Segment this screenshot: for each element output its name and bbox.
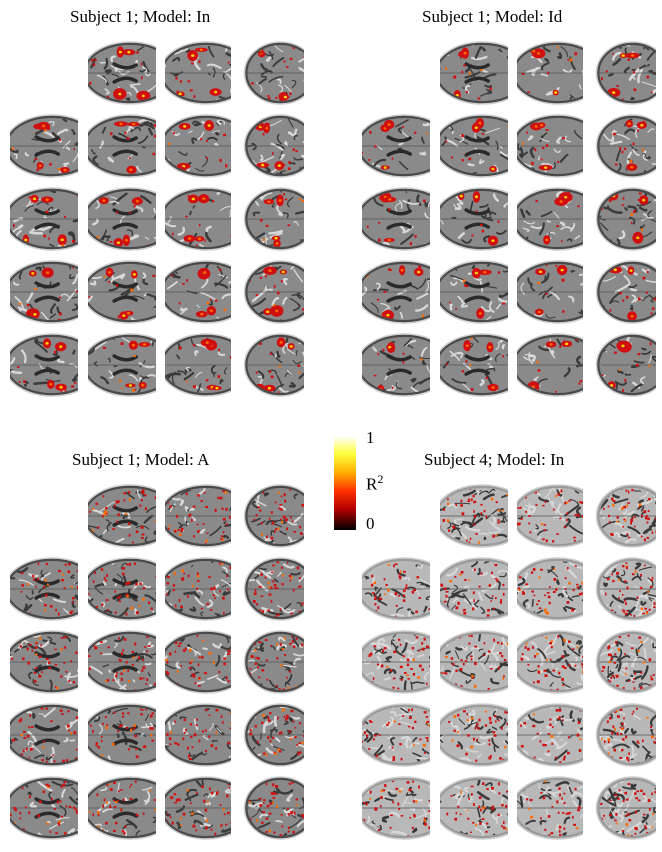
brain-slice-image — [88, 776, 156, 840]
brain-slice-image — [362, 114, 430, 178]
brain-slice-image — [243, 333, 304, 397]
r2-colorbar — [334, 437, 356, 530]
brain-slice-image — [595, 630, 656, 694]
brain-slice-image — [243, 114, 304, 178]
brain-slice-image — [362, 260, 430, 324]
brain-slice-image — [165, 703, 231, 767]
brain-slice-image — [440, 41, 508, 105]
brain-slice-image — [165, 114, 231, 178]
brain-slice-image — [88, 333, 156, 397]
colorbar-exponent: 2 — [377, 472, 384, 486]
brain-slice-image — [243, 703, 304, 767]
brain-slice-image — [517, 630, 583, 694]
brain-slice-image — [362, 333, 430, 397]
brain-slice-image — [362, 776, 430, 840]
brain-slice-image — [517, 41, 583, 105]
brain-slice-image — [595, 557, 656, 621]
brain-slice-image — [440, 557, 508, 621]
brain-slice-image — [517, 333, 583, 397]
brain-slice-image — [362, 703, 430, 767]
brain-slice-image — [88, 557, 156, 621]
brain-slice-image — [88, 703, 156, 767]
brain-slice-image — [10, 703, 78, 767]
brain-slice-image — [88, 187, 156, 251]
brain-slice-image — [440, 630, 508, 694]
brain-slice-image — [10, 260, 78, 324]
brain-slice-image — [517, 776, 583, 840]
brain-slice-image — [165, 630, 231, 694]
brain-slice-image — [10, 114, 78, 178]
brain-slice-image — [165, 484, 231, 548]
brain-slice-image — [517, 260, 583, 324]
brain-slice-image — [10, 187, 78, 251]
colorbar-min-label: 0 — [366, 514, 375, 533]
colorbar-quantity: R — [366, 474, 378, 494]
brain-slice-image — [440, 260, 508, 324]
brain-slice-image — [595, 114, 656, 178]
brain-slice-image — [243, 187, 304, 251]
brain-slice-image — [362, 187, 430, 251]
brain-slice-image — [517, 703, 583, 767]
brain-slice-image — [440, 703, 508, 767]
brain-slice-image — [165, 333, 231, 397]
panel-title-subject1-id: Subject 1; Model: Id — [422, 7, 563, 26]
brain-slice-image — [440, 187, 508, 251]
brain-slice-image — [10, 630, 78, 694]
brain-slice-image — [243, 260, 304, 324]
brain-slice-image — [165, 776, 231, 840]
panel-title-subject1-a: Subject 1; Model: A — [72, 450, 210, 469]
brain-slice-image — [517, 557, 583, 621]
brain-slice-image — [517, 484, 583, 548]
brain-slice-image — [595, 187, 656, 251]
brain-slice-image — [10, 557, 78, 621]
brain-slice-image — [243, 484, 304, 548]
brain-slice-image — [165, 260, 231, 324]
brain-slice-image — [165, 41, 231, 105]
brain-slice-image — [517, 114, 583, 178]
colorbar-quantity-label: R2 — [366, 472, 383, 495]
brain-slice-image — [440, 776, 508, 840]
brain-slice-image — [88, 630, 156, 694]
colorbar-max-label: 1 — [366, 428, 375, 447]
brain-slice-image — [440, 333, 508, 397]
brain-slice-image — [595, 484, 656, 548]
panel-title-subject1-in: Subject 1; Model: In — [70, 7, 211, 26]
brain-slice-image — [362, 557, 430, 621]
brain-slice-image — [517, 187, 583, 251]
brain-slice-image — [595, 776, 656, 840]
brain-slice-image — [595, 333, 656, 397]
brain-slice-image — [10, 333, 78, 397]
brain-slice-image — [243, 41, 304, 105]
brain-slice-image — [243, 557, 304, 621]
brain-slice-image — [10, 776, 78, 840]
brain-slice-image — [362, 630, 430, 694]
brain-slice-image — [88, 260, 156, 324]
panel-title-subject4-in: Subject 4; Model: In — [424, 450, 565, 469]
brain-slice-image — [595, 703, 656, 767]
brain-slice-image — [165, 557, 231, 621]
brain-slice-image — [440, 484, 508, 548]
brain-slice-image — [243, 776, 304, 840]
brain-slice-image — [595, 260, 656, 324]
brain-slice-image — [440, 114, 508, 178]
brain-slice-image — [595, 41, 656, 105]
brain-slice-image — [88, 41, 156, 105]
brain-slice-image — [165, 187, 231, 251]
brain-slice-image — [88, 484, 156, 548]
brain-slice-image — [88, 114, 156, 178]
brain-slice-image — [243, 630, 304, 694]
